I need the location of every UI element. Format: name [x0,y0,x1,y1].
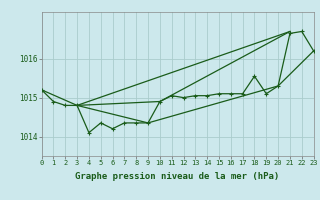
X-axis label: Graphe pression niveau de la mer (hPa): Graphe pression niveau de la mer (hPa) [76,172,280,181]
